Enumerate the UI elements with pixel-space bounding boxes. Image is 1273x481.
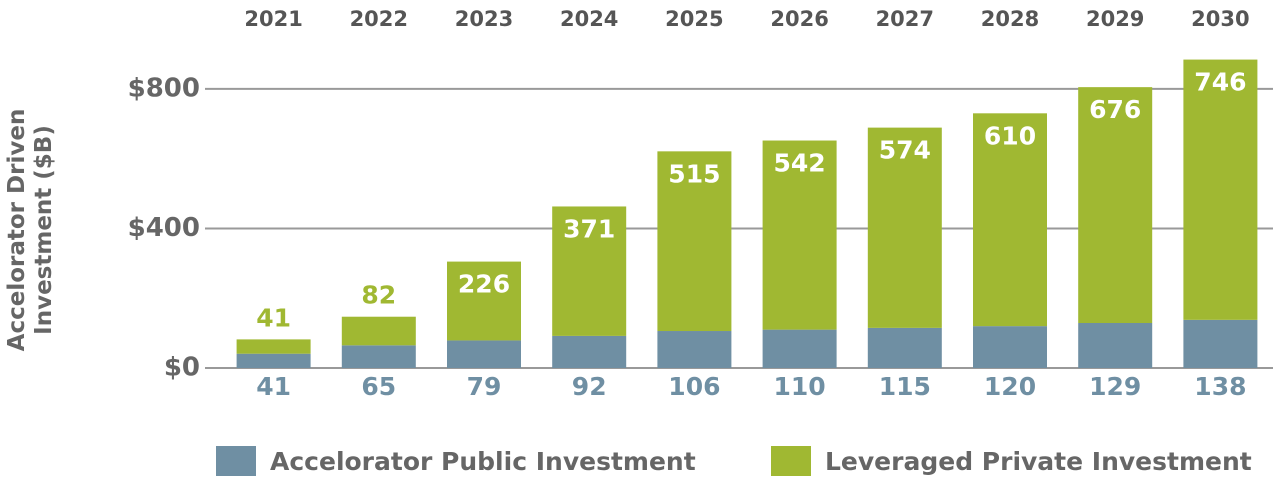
bar-segment [1183,319,1258,368]
legend-swatch [216,446,256,476]
data-label: 65 [361,372,396,401]
data-label: 746 [1194,68,1246,97]
bar-segment [341,316,416,346]
data-label: 542 [774,149,826,178]
bar-segment [236,353,311,368]
bar-segment [447,261,521,341]
x-tick-label: 2026 [770,7,828,31]
data-label: 92 [572,372,607,401]
data-label: 226 [458,270,510,299]
bar-segment [762,140,837,330]
legend-label: Leveraged Private Investment [825,447,1252,476]
bar-segment [973,113,1047,327]
x-tick-label: 2021 [244,7,302,31]
legend-label: Accelorator Public Investment [270,447,696,476]
bar-segment [1078,322,1153,368]
data-label: 41 [256,372,291,401]
y-axis-title-line: Accelorator Driven [4,109,30,352]
x-tick-label: 2028 [981,7,1039,31]
data-label: 129 [1089,372,1141,401]
bar-segment [973,326,1047,368]
bar-segment [341,345,416,368]
data-label: 574 [879,136,931,165]
data-label: 138 [1194,372,1246,401]
data-label: 115 [879,372,931,401]
data-label: 79 [467,372,502,401]
data-label: 120 [984,372,1036,401]
data-label: 515 [668,159,720,188]
x-tick-label: 2023 [455,7,513,31]
data-label: 41 [256,303,291,332]
bar-segment [657,151,732,332]
legend-swatch [771,446,811,476]
bar-segment [1183,59,1258,320]
x-tick-label: 2025 [665,7,723,31]
x-tick-label: 2024 [560,7,618,31]
data-label: 676 [1089,95,1141,124]
y-axis-title: Accelorator DrivenInvestment ($B) [4,109,57,352]
x-tick-label: 2022 [350,7,408,31]
x-tick-label: 2029 [1086,7,1144,31]
x-tick-label: 2027 [876,7,934,31]
data-label: 106 [668,372,720,401]
bar-segment [762,329,837,368]
bar-segment [552,335,627,368]
data-label: 610 [984,121,1036,150]
bar-segment [657,331,732,368]
y-axis-title-line: Investment ($B) [31,125,57,335]
x-tick-label: 2030 [1191,7,1249,31]
y-tick-label: $400 [128,213,200,243]
bar-segment [552,206,627,336]
bar-segment [236,339,311,354]
data-label: 371 [563,214,615,243]
y-tick-label: $0 [164,353,200,383]
bar-segment [447,340,521,368]
bar-segment [867,127,942,328]
data-label: 82 [361,281,396,310]
data-label: 110 [774,372,826,401]
y-tick-label: $800 [128,73,200,103]
bar-segment [867,327,942,368]
bar-segment [1078,87,1153,323]
